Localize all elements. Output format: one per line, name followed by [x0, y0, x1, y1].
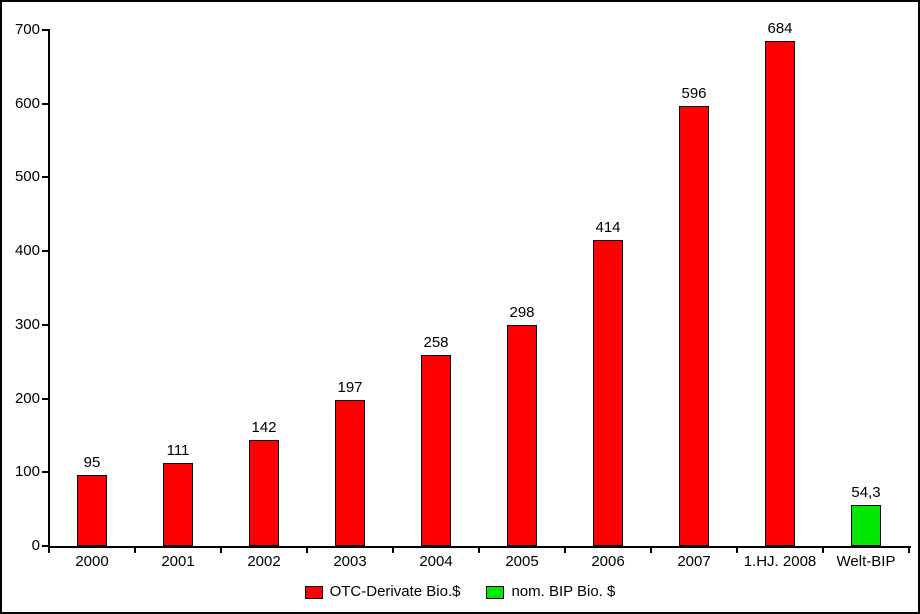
bar-value-label: 54,3 [851, 484, 881, 501]
y-tick [42, 102, 50, 105]
legend-entry-otc-derivate: OTC-Derivate Bio.$ [304, 583, 461, 600]
x-tick [478, 546, 480, 553]
y-tick-label: 200 [14, 389, 40, 407]
bar [335, 400, 365, 546]
y-tick [42, 176, 50, 179]
x-category-label: 2005 [505, 553, 539, 570]
y-tick [42, 545, 50, 547]
y-tick-label: 0 [31, 537, 40, 554]
legend: OTC-Derivate Bio.$ nom. BIP Bio. $ [2, 584, 918, 600]
bar [507, 325, 537, 546]
x-category-label: 2004 [419, 553, 453, 570]
bar-value-label: 197 [337, 379, 363, 396]
y-tick [42, 397, 50, 400]
y-tick-label: 500 [14, 168, 40, 186]
x-category-label: 2002 [247, 553, 281, 570]
legend-label-otc-derivate: OTC-Derivate Bio.$ [329, 583, 461, 600]
x-tick [306, 546, 308, 553]
x-tick [736, 546, 738, 553]
y-tick-label: 300 [14, 315, 40, 333]
y-tick-label: 400 [14, 242, 40, 260]
bar-value-label: 596 [681, 85, 707, 102]
legend-swatch-red [304, 585, 323, 599]
bar [851, 505, 881, 546]
x-tick [650, 546, 652, 553]
y-tick [42, 323, 50, 326]
bar-value-label: 298 [509, 304, 535, 321]
x-category-label: 2006 [591, 553, 625, 570]
bar [249, 440, 279, 546]
y-tick [42, 250, 50, 253]
x-category-label: Welt-BIP [836, 553, 896, 570]
x-category-label: 2007 [677, 553, 711, 570]
bar-value-label: 684 [767, 20, 793, 37]
legend-swatch-green [486, 585, 505, 599]
x-tick [908, 546, 910, 553]
bar-value-label: 414 [595, 219, 621, 236]
bar [593, 240, 623, 546]
y-tick-label: 700 [14, 21, 40, 38]
x-tick [822, 546, 824, 553]
x-category-label: 2003 [333, 553, 367, 570]
bar [679, 106, 709, 546]
y-axis-line [48, 30, 50, 548]
bar-value-label: 142 [251, 419, 277, 436]
x-tick [220, 546, 222, 553]
x-tick [48, 546, 50, 553]
bar-value-label: 258 [423, 334, 449, 351]
x-category-label: 1.HJ. 2008 [743, 553, 817, 570]
y-tick [42, 471, 50, 474]
x-category-label: 2001 [161, 553, 195, 570]
x-category-label: 2000 [75, 553, 109, 570]
y-tick-label: 600 [14, 94, 40, 112]
bar [421, 355, 451, 546]
y-tick-label: 100 [14, 463, 40, 481]
legend-label-nom-bip: nom. BIP Bio. $ [511, 583, 616, 600]
legend-entry-nom-bip: nom. BIP Bio. $ [486, 584, 615, 600]
x-tick [134, 546, 136, 553]
bar-value-label: 95 [83, 454, 101, 471]
x-tick [564, 546, 566, 553]
bar [77, 475, 107, 546]
x-tick [392, 546, 394, 553]
bar [765, 41, 795, 546]
y-tick [42, 29, 50, 31]
bar [163, 463, 193, 546]
bar-value-label: 111 [166, 442, 190, 459]
